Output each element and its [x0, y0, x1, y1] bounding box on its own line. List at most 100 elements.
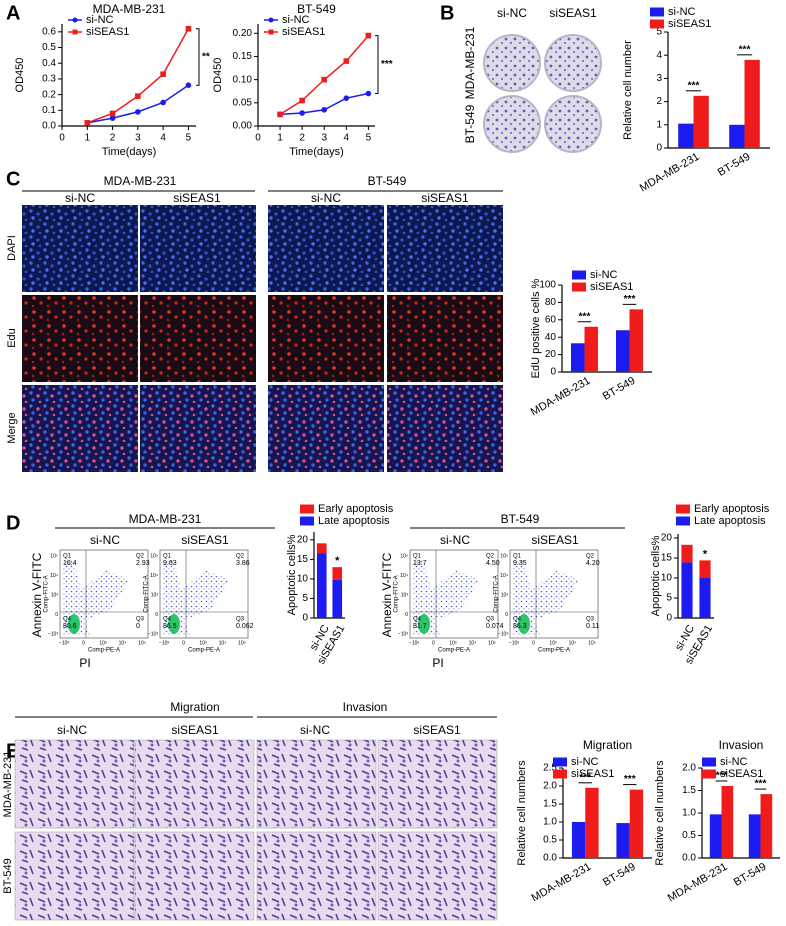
- transwell-image: [256, 831, 377, 921]
- legend-label: siSEAS1: [720, 768, 763, 780]
- quadrant-value: 0.074: [486, 623, 504, 630]
- quadrant-label: Q2: [236, 554, 245, 560]
- y-tick-label: 15: [297, 554, 309, 565]
- bar: [584, 326, 598, 372]
- flow-tick-label: 0: [55, 612, 58, 618]
- bar: [616, 823, 630, 858]
- channel-label: Comp-PE-A: [88, 648, 120, 654]
- column-label: si-NC: [311, 191, 341, 205]
- legend-label: Early apoptosis: [694, 503, 770, 515]
- legend-swatch: [650, 7, 664, 17]
- flow-tick-label: −10³: [48, 631, 58, 637]
- x-tick-label: BT-549: [601, 861, 638, 889]
- bar-segment: [316, 543, 327, 554]
- axis-label: Annexin V-FITC: [30, 552, 44, 637]
- bar-segment: [332, 579, 343, 618]
- quadrant-label: Q1: [63, 554, 72, 560]
- y-tick-label: 0.00: [233, 121, 253, 132]
- bar: [744, 59, 760, 149]
- flow-tick-label: −10³: [148, 631, 158, 637]
- legend-label: siSEAS1: [571, 768, 614, 780]
- micrograph: [387, 385, 503, 472]
- y-tick-label: 60: [545, 314, 557, 325]
- y-tick-label: 2: [656, 96, 662, 107]
- micrograph: [268, 385, 384, 472]
- micrograph: [387, 295, 503, 382]
- y-tick-label: 0.0: [543, 853, 557, 864]
- significance: ***: [624, 774, 636, 785]
- quadrant-label: Q3: [136, 617, 145, 623]
- point: [343, 58, 350, 64]
- bar: [629, 789, 644, 858]
- legend-label: si-NC: [86, 14, 114, 26]
- point: [109, 115, 116, 121]
- colony-dish: [483, 34, 541, 92]
- micrograph: [268, 205, 384, 292]
- flow-tick-label: 10⁵: [400, 553, 408, 559]
- column-label: siSEAS1: [421, 191, 469, 205]
- point: [160, 71, 166, 78]
- legend-label: si-NC: [720, 756, 748, 768]
- quadrant-label: Q1: [413, 554, 422, 560]
- y-axis-label: Relative cell number: [622, 40, 634, 140]
- legend-swatch: [553, 769, 567, 779]
- legend-swatch: [702, 769, 716, 779]
- y-tick-label: 0.10: [233, 74, 253, 85]
- flow-tick-label: −10³: [398, 631, 408, 637]
- panel-letter: D: [6, 512, 20, 534]
- channel-label: Comp-FITC-A: [144, 575, 150, 612]
- transwell-image: [134, 831, 255, 921]
- y-tick-label: 0.3: [42, 74, 56, 85]
- flow-core: [68, 614, 80, 634]
- point: [135, 93, 141, 99]
- point: [84, 120, 91, 126]
- x-axis-label: Time(days): [102, 146, 157, 158]
- panel-letter: A: [6, 2, 20, 24]
- row-label: DAPI: [6, 235, 18, 261]
- x-tick-label: BT-549: [732, 861, 769, 889]
- point: [365, 90, 372, 97]
- quadrant-label: Q1: [513, 554, 522, 560]
- point: [160, 99, 166, 106]
- chart-title: Invasion: [719, 738, 764, 752]
- flow-core: [168, 614, 180, 634]
- micrograph: [140, 385, 256, 472]
- y-tick-label: 0.5: [682, 830, 696, 841]
- legend-label: Late apoptosis: [318, 515, 390, 527]
- flow-tick-label: −10³: [59, 640, 69, 646]
- bar: [585, 787, 599, 858]
- quadrant-label: Q3: [586, 617, 595, 623]
- quadrant-label: Q1: [163, 554, 172, 560]
- legend-swatch: [676, 504, 690, 514]
- flow-tick-label: 10⁴: [569, 640, 577, 646]
- flow-tick-label: 10³: [449, 640, 457, 646]
- y-tick-label: 40: [545, 332, 557, 343]
- quadrant-label: Q4: [163, 617, 172, 623]
- flow-tick-label: 0: [82, 640, 85, 646]
- quadrant-label: Q2: [586, 554, 595, 560]
- colony-dish: [544, 34, 602, 92]
- significance: ***: [579, 311, 591, 322]
- y-tick-label: 0.2: [42, 89, 56, 100]
- channel-label: Comp-PE-A: [188, 648, 220, 654]
- bar-segment: [699, 560, 711, 578]
- y-tick-label: 0.6: [42, 26, 56, 37]
- colony-dish: [483, 95, 541, 153]
- significance: ***: [755, 779, 767, 790]
- y-axis-label: Relative cell numbers: [516, 760, 528, 866]
- legend-swatch: [300, 516, 314, 526]
- x-tick-label: 4: [344, 133, 350, 144]
- channel-label: Comp-FITC-A: [394, 575, 400, 612]
- significance: ***: [579, 772, 591, 783]
- quadrant-value: 2.93: [136, 560, 150, 567]
- flow-tick-label: 10⁵: [50, 553, 58, 559]
- x-tick-label: 0: [59, 133, 65, 144]
- row-label: Merge: [6, 412, 18, 443]
- micrograph: [140, 295, 256, 382]
- y-tick-label: 0: [302, 613, 308, 624]
- column-label: siSEAS1: [413, 723, 461, 737]
- legend-swatch: [676, 516, 690, 526]
- flow-tick-label: 10⁴: [219, 640, 227, 646]
- group-label: Migration: [170, 700, 219, 714]
